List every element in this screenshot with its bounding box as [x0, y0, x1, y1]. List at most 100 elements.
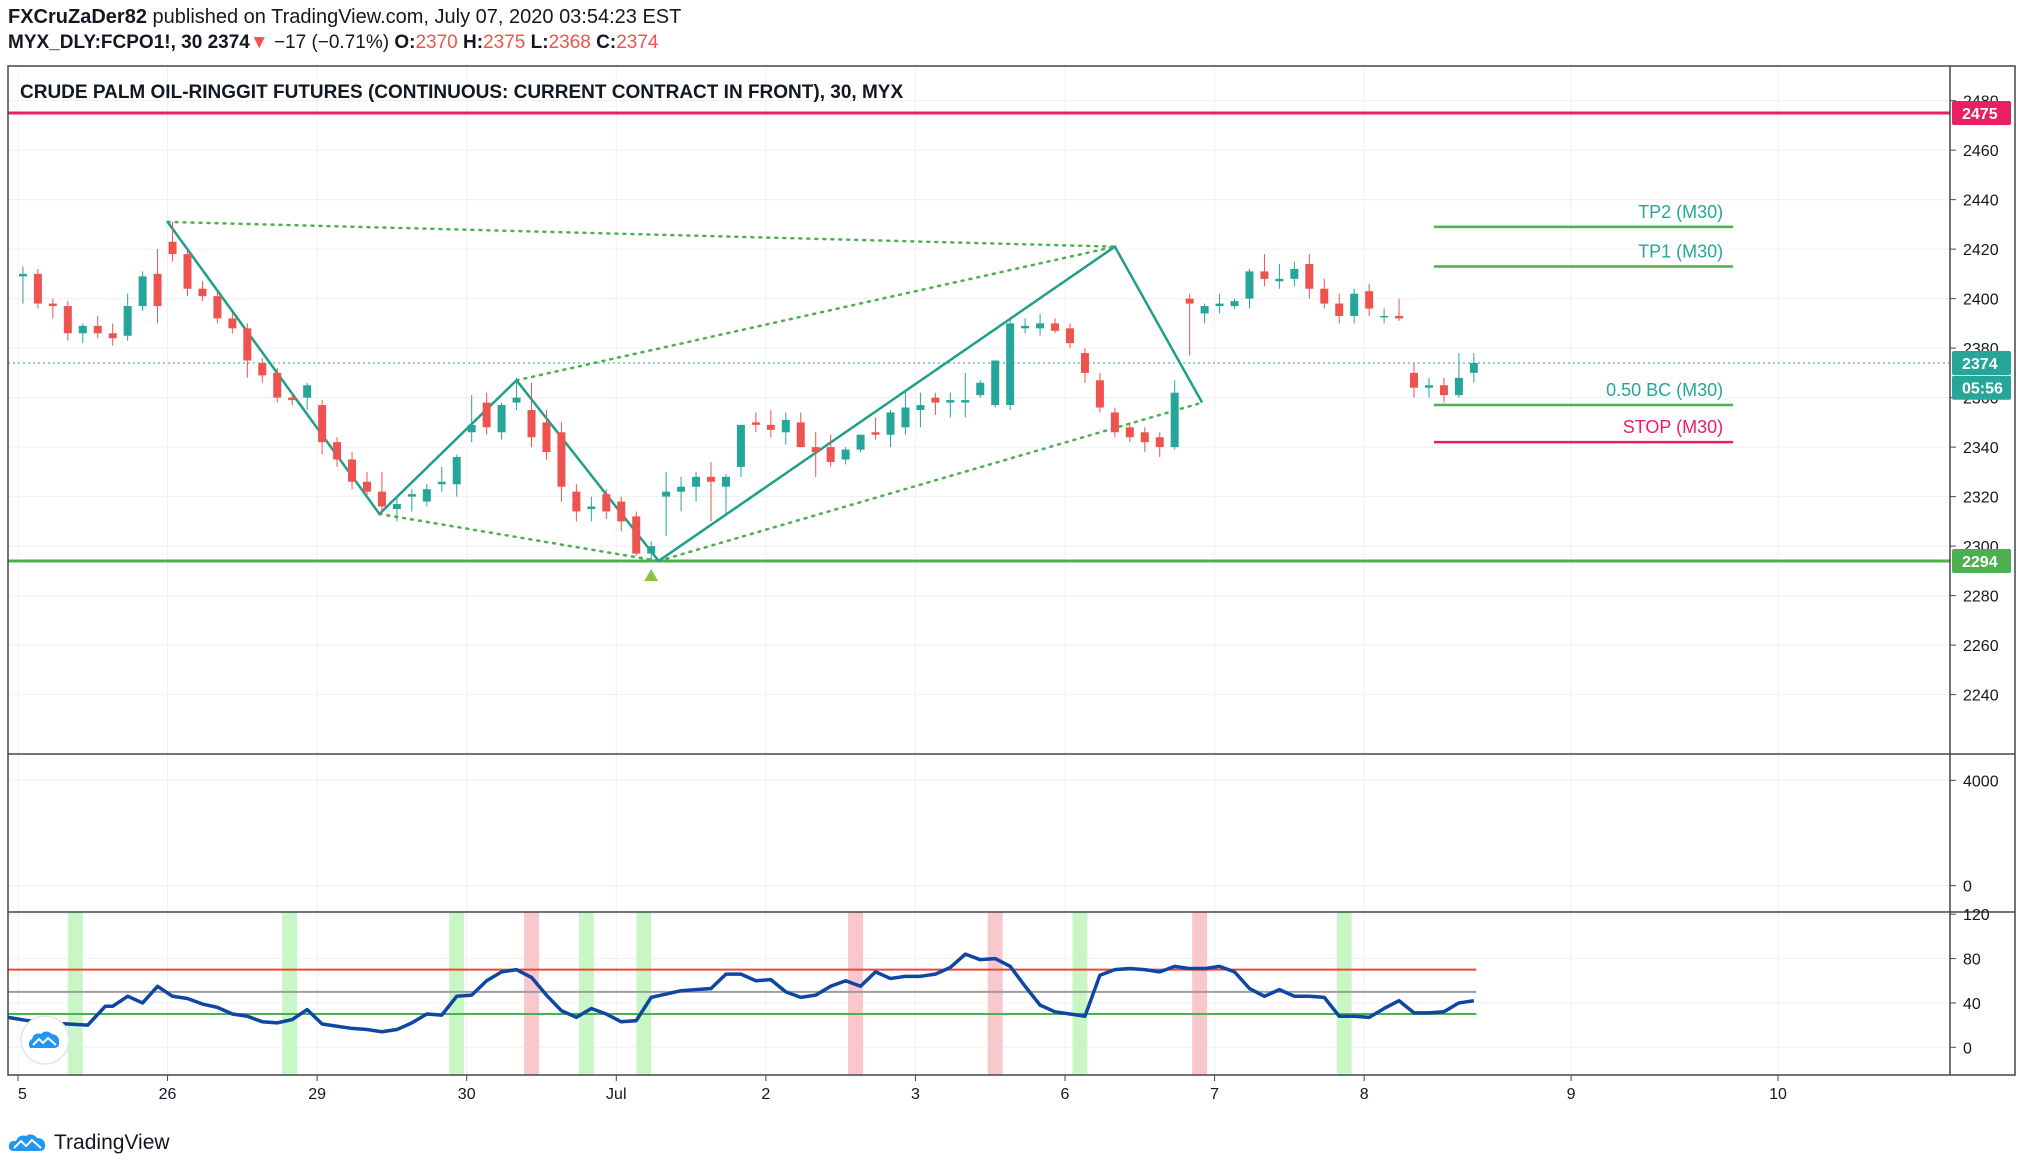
candle-body: [1021, 325, 1030, 329]
candle-body: [78, 325, 87, 334]
oscillator-zone: [987, 912, 1003, 1075]
price-tick-label: 0: [1963, 879, 1972, 896]
candle-body: [1320, 288, 1329, 304]
time-tick-label: 3: [911, 1086, 920, 1103]
open-value: 2370: [415, 32, 458, 53]
candle-body: [93, 325, 102, 334]
author-name[interactable]: FXCruZaDer82: [8, 6, 147, 28]
footer-brand[interactable]: TradingView: [54, 1131, 170, 1154]
candle-body: [377, 491, 386, 507]
price-tick-label: 2320: [1963, 490, 1999, 507]
time-tick-label: 7: [1210, 1086, 1219, 1103]
grid-lines: [8, 66, 1950, 1075]
down-arrow-icon: ▼: [249, 32, 269, 53]
candle-body: [333, 442, 342, 460]
candle-body: [1051, 323, 1060, 331]
candle-body: [781, 419, 790, 433]
oscillator-zone: [282, 912, 298, 1075]
candle-body: [1125, 427, 1134, 438]
price-tick-label: 120: [1963, 907, 1990, 924]
time-tick-label: 26: [159, 1086, 177, 1103]
candle-body: [482, 402, 491, 428]
candle-body: [961, 400, 970, 403]
candle-body: [153, 273, 162, 307]
candle-body: [796, 422, 805, 448]
candle-body: [1424, 385, 1433, 388]
price-badge-label: 05:56: [1962, 381, 2003, 398]
candle-body: [751, 422, 760, 425]
target-label: TP2 (M30): [1638, 202, 1723, 222]
candle-body: [587, 506, 596, 509]
candle-body: [497, 405, 506, 433]
candle-body: [437, 481, 446, 485]
candle-body: [1230, 301, 1239, 307]
candle-body: [1170, 392, 1179, 448]
high-value: 2375: [483, 32, 526, 53]
candle-body: [288, 397, 297, 401]
triangle-up-icon: [644, 568, 659, 581]
candle-body: [721, 476, 730, 487]
oscillator-zone: [1192, 912, 1208, 1075]
candle-body: [736, 424, 745, 467]
candle-body: [273, 372, 282, 398]
logo-cloud: [28, 1031, 60, 1048]
candle-body: [946, 400, 955, 403]
time-tick-label: 30: [458, 1086, 476, 1103]
candle-body: [303, 385, 312, 398]
candle-body: [1365, 291, 1374, 309]
tradingview-logo-icon[interactable]: [20, 1015, 70, 1065]
candle-body: [318, 405, 327, 443]
oscillator-zone: [67, 912, 83, 1075]
candle-body: [1215, 303, 1224, 307]
chart-header: FXCruZaDer82 published on TradingView.co…: [8, 4, 1308, 56]
candle-body: [1305, 263, 1314, 289]
published-text: published on TradingView.com, July 07, 2…: [152, 6, 682, 28]
candle-body: [392, 504, 401, 509]
price-tick-label: 2420: [1963, 242, 1999, 259]
time-tick-label: 9: [1567, 1086, 1576, 1103]
candle-body: [1439, 385, 1448, 396]
oscillator-zone: [449, 912, 465, 1075]
price-tick-label: 2240: [1963, 688, 1999, 705]
price-badge: [1952, 350, 2011, 375]
oscillator-zone: [524, 912, 539, 1075]
pattern-dotted-line: [166, 220, 1117, 248]
candle-body: [557, 432, 566, 487]
candle-body: [677, 486, 686, 492]
candle-body: [18, 273, 27, 277]
candle-body: [542, 422, 551, 453]
price-tick-label: 2260: [1963, 638, 1999, 655]
candle-body: [886, 412, 895, 435]
candle-body: [1140, 432, 1149, 443]
high-label: H:: [463, 32, 484, 53]
pane-frames: [7, 65, 2016, 1076]
candle-body: [123, 306, 132, 336]
price-tick-label: 2280: [1963, 589, 1999, 606]
close-value: 2374: [616, 32, 659, 53]
price-badge-label: 2374: [1962, 356, 1998, 373]
candle-body: [931, 397, 940, 403]
price-badge: [1952, 548, 2011, 573]
time-tick-label: Jul: [606, 1086, 626, 1103]
time-tick-label: 6: [1061, 1086, 1070, 1103]
horizontal-levels: TP2 (M30) TP1 (M30) 0.50 BC (M30) STOP (M30…: [8, 111, 1950, 563]
candle-body: [213, 296, 222, 319]
candle-body: [1410, 372, 1419, 388]
candle-body: [243, 328, 252, 361]
candles: [18, 221, 1478, 561]
symbol-label[interactable]: MYX_DLY:FCPO1!, 30: [8, 32, 203, 53]
price-badge-label: 2475: [1962, 106, 1998, 123]
candle-body: [811, 447, 820, 453]
last-price: 2374: [207, 32, 250, 53]
tradingview-cloud-icon[interactable]: [8, 1131, 48, 1155]
price-tick-label: 2340: [1963, 440, 1999, 457]
time-axis: 5 26 29 30 Jul 2 3 6 7 8 9 10: [17, 1075, 1787, 1103]
oscillator-zones: [67, 912, 1352, 1075]
time-tick-label: 5: [18, 1086, 27, 1103]
oscillator-zone: [1072, 912, 1088, 1075]
price-tick-label: 2440: [1963, 193, 1999, 210]
candle-body: [1155, 437, 1164, 448]
candle-body: [632, 516, 641, 554]
candle-body: [1290, 268, 1299, 279]
